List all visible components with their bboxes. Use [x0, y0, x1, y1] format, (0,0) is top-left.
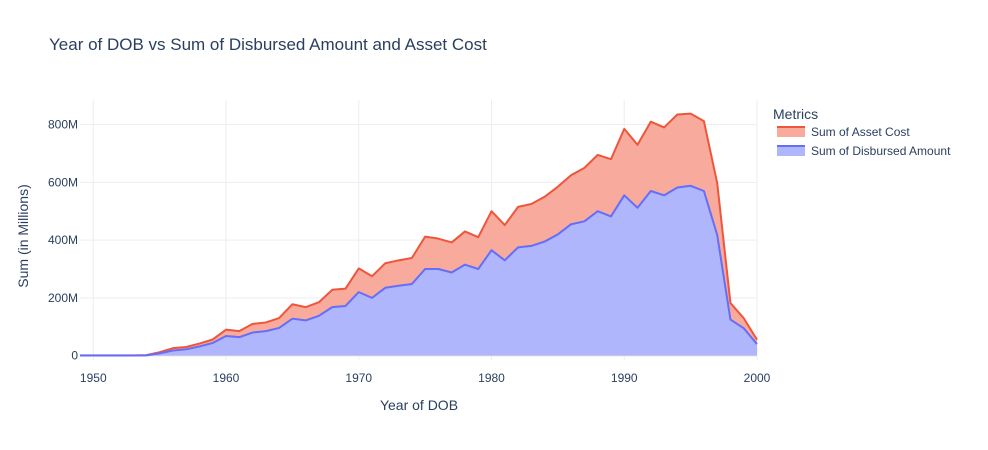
tick-layer: 1950 1960 1970 1980 1990 2000 0 200M 400M 600M 800… [48, 118, 771, 385]
legend-title: Metrics [773, 106, 818, 122]
y-axis-title: Sum (in Millions) [15, 184, 31, 287]
x-tick-label: 1950 [80, 371, 107, 385]
y-tick-label: 800M [48, 118, 78, 132]
x-tick-label: 1990 [611, 371, 638, 385]
x-tick-label: 1980 [478, 371, 505, 385]
chart-title: Year of DOB vs Sum of Disbursed Amount a… [49, 35, 487, 54]
series-line-1 [80, 112, 758, 357]
legend[interactable]: Metrics Sum of Asset Cost Sum of Disburse… [773, 106, 951, 158]
y-tick-label: 200M [48, 291, 78, 305]
legend-item-2[interactable]: Sum of Disbursed Amount [777, 144, 951, 158]
y-tick-label: 400M [48, 233, 78, 247]
area-layer [80, 112, 758, 357]
x-axis-title: Year of DOB [380, 397, 458, 413]
legend-swatch [777, 146, 805, 156]
x-tick-label: 1960 [213, 371, 240, 385]
y-tick-label: 0 [71, 349, 78, 363]
legend-item-1[interactable]: Sum of Asset Cost [777, 125, 910, 139]
legend-label: Sum of Disbursed Amount [811, 144, 951, 158]
series-line-2 [80, 184, 758, 357]
area-fill-series-2 [80, 185, 757, 356]
x-tick-label: 2000 [744, 371, 771, 385]
legend-swatch [777, 127, 805, 137]
x-tick-label: 1970 [345, 371, 372, 385]
legend-label: Sum of Asset Cost [811, 125, 910, 139]
y-tick-label: 600M [48, 175, 78, 189]
